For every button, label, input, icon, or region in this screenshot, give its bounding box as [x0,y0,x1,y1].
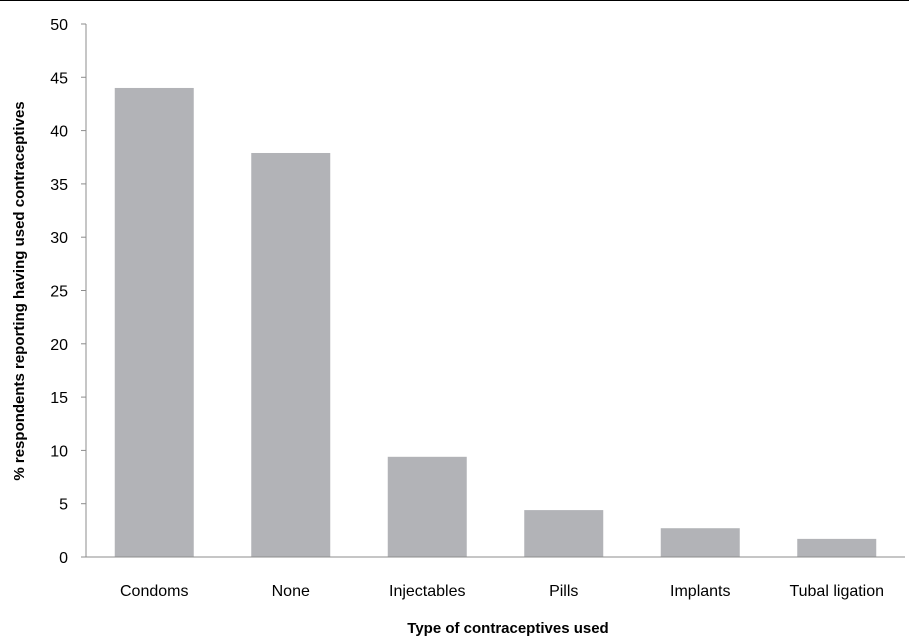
y-tick-label: 10 [50,443,68,460]
y-axis-ticks: 0 5 10 15 20 25 30 35 40 45 50 [50,17,86,567]
x-axis-category-labels: Condoms None Injectables Pills Implants Tubal… [120,583,884,600]
y-tick-label: 25 [50,284,68,301]
bars [114,87,877,558]
y-tick-label: 40 [50,124,68,141]
x-category-label: None [272,583,310,600]
bar-implants [660,528,740,557]
bar-injectables [387,456,467,557]
x-category-label: Pills [549,583,578,600]
y-tick-label: 5 [59,497,68,514]
y-tick-label: 20 [50,337,68,354]
y-tick-label: 15 [50,390,68,407]
x-category-label: Injectables [389,583,466,600]
y-axis-title: % respondents reporting having used cont… [11,101,28,480]
bar-none [251,152,331,557]
y-tick-label: 0 [59,550,68,567]
x-category-label: Condoms [120,583,188,600]
x-category-label: Implants [670,583,730,600]
x-axis-title: Type of contraceptives used [407,620,608,637]
bar-tubal-ligation [797,538,877,557]
bar-pills [524,510,604,557]
y-tick-label: 30 [50,230,68,247]
y-tick-label: 45 [50,70,68,87]
x-category-label: Tubal ligation [789,583,884,600]
bar-condoms [114,87,194,558]
y-tick-label: 35 [50,177,68,194]
y-tick-label: 50 [50,17,68,34]
